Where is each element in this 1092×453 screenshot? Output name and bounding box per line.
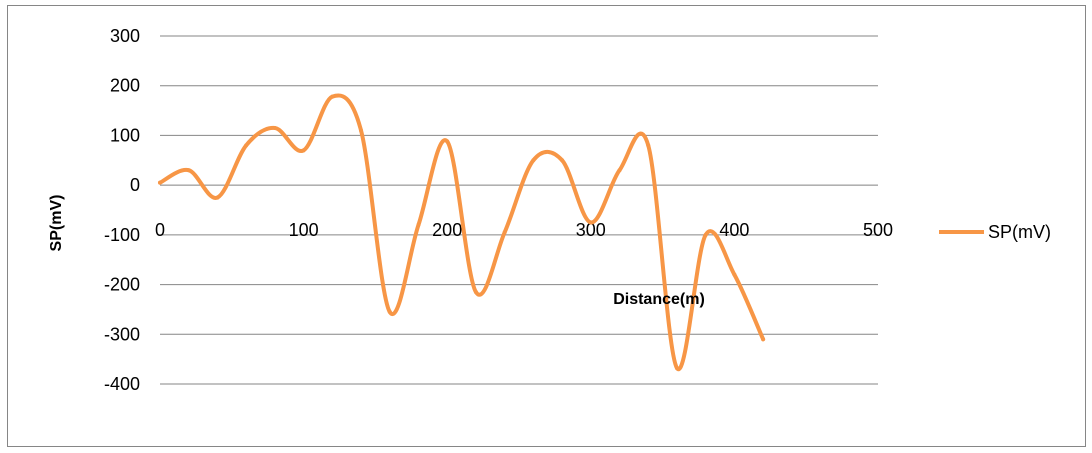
y-tick-labels: 300 200 100 0 -100 -200 -300 -400 bbox=[104, 26, 140, 394]
x-tick-label-4: 400 bbox=[719, 220, 749, 240]
x-tick-labels: 0 100 200 300 400 500 bbox=[155, 220, 893, 240]
data-point-6 bbox=[330, 94, 335, 99]
y-tick-label-5: -200 bbox=[104, 275, 140, 295]
x-tick-label-3: 300 bbox=[576, 220, 606, 240]
data-point-18 bbox=[674, 366, 679, 371]
x-tick-label-1: 100 bbox=[289, 220, 319, 240]
data-point-0 bbox=[158, 180, 162, 185]
chart-svg: 300 200 100 0 -100 -200 -300 -400 0 100 200 300 400… bbox=[48, 26, 1051, 394]
data-point-10 bbox=[445, 139, 450, 144]
x-tick-label-2: 200 bbox=[432, 220, 462, 240]
data-point-19 bbox=[703, 232, 708, 237]
data-point-16 bbox=[617, 168, 622, 173]
data-point-9 bbox=[416, 222, 421, 227]
data-point-17 bbox=[646, 143, 651, 148]
y-tick-label-0: 300 bbox=[110, 26, 140, 46]
x-tick-label-0: 0 bbox=[155, 220, 165, 240]
data-points bbox=[158, 94, 766, 371]
data-point-11 bbox=[473, 290, 478, 295]
legend-label: SP(mV) bbox=[988, 222, 1051, 242]
x-tick-label-5: 500 bbox=[863, 220, 893, 240]
chart-area: 300 200 100 0 -100 -200 -300 -400 0 100 200 300 400… bbox=[7, 5, 1086, 447]
y-axis-title: SP(mV) bbox=[48, 195, 65, 252]
y-tick-label-4: -100 bbox=[104, 225, 140, 245]
grid-layer bbox=[160, 35, 878, 385]
data-point-15 bbox=[588, 220, 593, 225]
data-point-7 bbox=[359, 128, 364, 133]
data-point-14 bbox=[560, 158, 565, 163]
data-point-1 bbox=[186, 168, 191, 173]
data-point-2 bbox=[215, 195, 220, 200]
data-point-20 bbox=[732, 272, 737, 277]
y-tick-label-6: -300 bbox=[104, 324, 140, 344]
y-tick-label-7: -400 bbox=[104, 374, 140, 394]
y-tick-label-2: 100 bbox=[110, 125, 140, 145]
data-point-12 bbox=[502, 230, 507, 235]
y-tick-label-1: 200 bbox=[110, 76, 140, 96]
x-axis-title: Distance(m) bbox=[613, 291, 705, 308]
data-point-21 bbox=[761, 337, 766, 342]
data-point-4 bbox=[272, 125, 277, 130]
y-tick-label-3: 0 bbox=[130, 175, 140, 195]
data-point-5 bbox=[301, 148, 306, 153]
series-line-sp bbox=[158, 93, 766, 372]
data-point-8 bbox=[387, 309, 392, 314]
data-point-13 bbox=[531, 158, 536, 163]
data-point-3 bbox=[244, 143, 249, 148]
